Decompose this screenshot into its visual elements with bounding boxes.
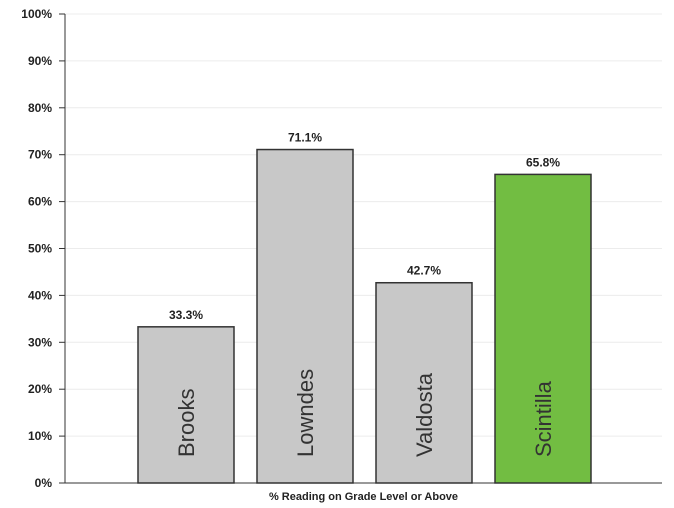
y-tick-label: 20% <box>28 382 52 396</box>
bar <box>375 281 473 484</box>
bar-value-label: 42.7% <box>407 264 441 278</box>
x-axis-title: % Reading on Grade Level or Above <box>269 491 458 503</box>
bar-group: 42.7% Valdosta <box>375 264 473 484</box>
bars: 33.3% Brooks 71.1% Lowndes 42.7% Valdosta 65.8… <box>137 131 592 484</box>
y-tick-label: 90% <box>28 54 52 68</box>
bar-value-label: 71.1% <box>288 131 322 145</box>
bar <box>137 326 235 484</box>
y-tick-label: 80% <box>28 101 52 115</box>
y-tick-label: 100% <box>21 7 52 21</box>
y-tick-label: 70% <box>28 148 52 162</box>
y-tick-label: 10% <box>28 429 52 443</box>
y-tick-label: 30% <box>28 335 52 349</box>
bar <box>494 173 592 484</box>
bar-category-label: Valdosta <box>412 372 437 457</box>
y-tick-label: 40% <box>28 288 52 302</box>
bar-category-label: Lowndes <box>293 369 318 457</box>
y-tick-label: 0% <box>35 476 53 490</box>
bar <box>256 148 354 484</box>
y-axis-ticks: 0% 10% 20% 30% 40% 50% 60% 70% 80% 90% 100% <box>21 7 65 490</box>
bar-group: 33.3% Brooks <box>137 308 235 484</box>
bar-category-label: Brooks <box>174 389 199 457</box>
bar-value-label: 65.8% <box>526 155 560 169</box>
bar-group: 65.8% Scintilla <box>494 155 592 484</box>
y-tick-label: 50% <box>28 242 52 256</box>
bar-category-label: Scintilla <box>531 380 556 457</box>
y-tick-label: 60% <box>28 195 52 209</box>
bar-group: 71.1% Lowndes <box>256 131 354 484</box>
bar-value-label: 33.3% <box>169 308 203 322</box>
